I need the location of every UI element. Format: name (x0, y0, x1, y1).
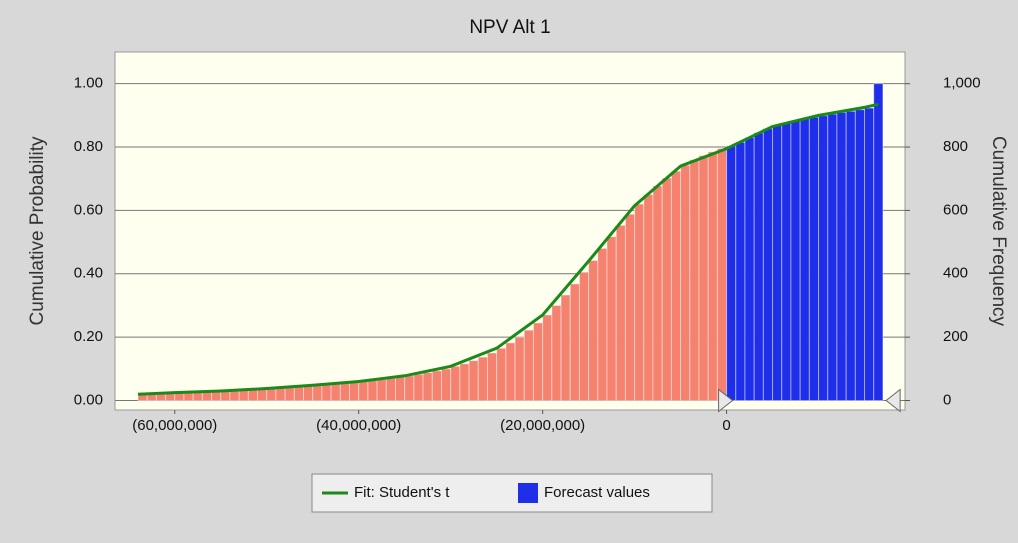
legend-label: Forecast values (544, 484, 650, 501)
bar (790, 120, 801, 401)
bar (257, 388, 268, 401)
bar (404, 375, 415, 401)
bar (836, 112, 847, 401)
bar (827, 113, 838, 401)
bar (762, 128, 774, 401)
bar (275, 387, 286, 401)
y-tick-label: 0.20 (74, 328, 103, 345)
bar (624, 213, 636, 401)
bar (367, 380, 378, 401)
bar (744, 137, 755, 401)
y-tick-label: 0.80 (74, 138, 103, 155)
y-tick-label: 1.00 (74, 75, 103, 92)
bar (477, 356, 488, 401)
y2-tick-label: 0 (943, 391, 951, 408)
bar (266, 387, 277, 401)
y2-tick-label: 600 (943, 201, 968, 218)
bar (818, 115, 829, 401)
certainty-grabber (718, 388, 734, 413)
bar (716, 148, 728, 401)
bar (772, 125, 783, 401)
legend-label: Fit: Student's t (354, 484, 450, 501)
bar (422, 372, 433, 401)
bar (542, 314, 553, 401)
bar (247, 388, 259, 401)
bar (808, 116, 820, 401)
bar (569, 283, 580, 401)
bar (689, 159, 700, 401)
bar (486, 352, 498, 401)
bar (395, 376, 406, 401)
bar (450, 365, 461, 401)
legend-items: Fit: Student's t Forecast values (322, 483, 650, 503)
y2-axis-title: Cumulative Frequency (988, 136, 1009, 327)
x-tick-label: (60,000,000) (132, 417, 217, 434)
bar (532, 322, 544, 401)
legend-swatch (518, 483, 538, 503)
bar (321, 384, 332, 401)
bar (735, 141, 746, 401)
bar (606, 236, 617, 401)
certainty-grabber (885, 388, 901, 413)
y-axis-title: Cumulative Probability (27, 136, 48, 326)
bar (496, 347, 507, 401)
bar (523, 329, 534, 401)
bar (459, 363, 470, 401)
bar (339, 382, 351, 401)
bar (312, 384, 323, 401)
bar (578, 271, 590, 401)
y-tick-label: 0.40 (74, 265, 103, 282)
bar (864, 107, 875, 401)
bar (293, 386, 305, 401)
bar (698, 155, 709, 401)
bar (615, 224, 626, 401)
fit-line (137, 102, 879, 396)
bar (753, 132, 764, 401)
bar (634, 203, 645, 401)
bar (468, 360, 479, 401)
bar (551, 304, 562, 401)
bar (349, 381, 360, 401)
y2-tick-label: 400 (943, 265, 968, 282)
bar (431, 370, 442, 401)
bar (597, 247, 608, 401)
bar (505, 342, 516, 401)
bar (799, 118, 810, 401)
bar (661, 177, 672, 401)
x-tick-label: (40,000,000) (316, 417, 401, 434)
bar (873, 83, 884, 401)
bar (284, 386, 295, 401)
bar (440, 368, 452, 401)
bar (707, 151, 718, 401)
bar (845, 110, 856, 401)
bar (238, 389, 249, 401)
bar (514, 336, 525, 401)
bar (413, 373, 424, 401)
chart-title: NPV Alt 1 (469, 17, 550, 38)
x-tick-label: (20,000,000) (500, 417, 585, 434)
bar (303, 385, 314, 401)
bar (854, 109, 866, 401)
bar (652, 185, 663, 401)
bar (376, 379, 387, 401)
x-tick-label: 0 (722, 417, 730, 434)
bar (680, 164, 691, 401)
y-tick-label: 0.60 (74, 201, 103, 218)
bar (385, 377, 397, 401)
bar (588, 259, 599, 401)
bar (560, 294, 571, 401)
y2-tick-label: 1,000 (943, 75, 981, 92)
y-tick-label: 0.00 (74, 391, 103, 408)
bar (330, 383, 341, 401)
bar (781, 122, 792, 401)
bar (358, 380, 369, 401)
bar (726, 145, 737, 401)
y2-tick-label: 800 (943, 138, 968, 155)
bar (643, 194, 654, 401)
legend (311, 473, 713, 513)
y2-tick-label: 200 (943, 328, 968, 345)
bar (670, 170, 682, 401)
